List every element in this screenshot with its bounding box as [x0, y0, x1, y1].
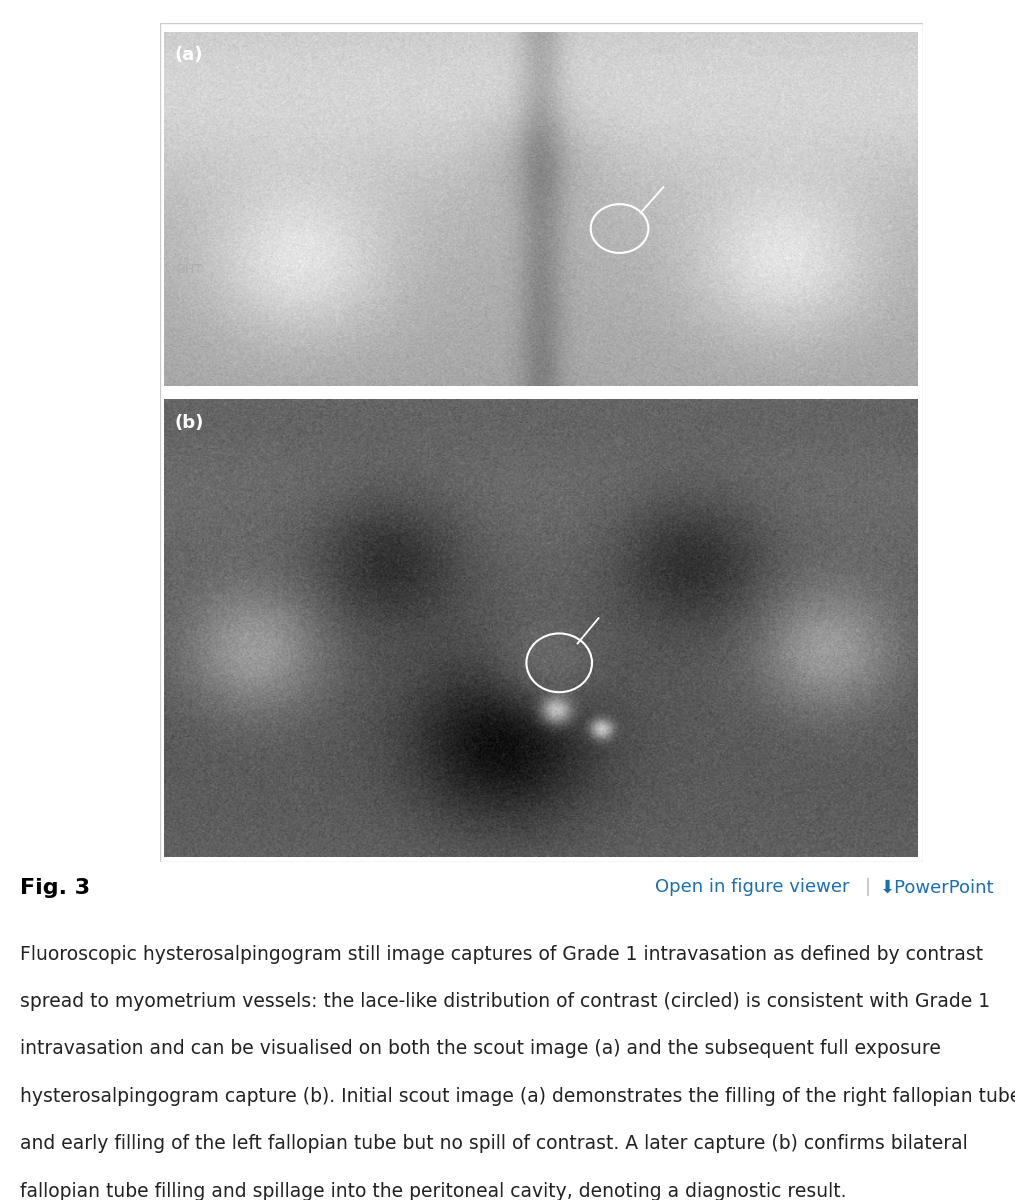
- Text: fallopian tube filling and spillage into the peritoneal cavity, denoting a diagn: fallopian tube filling and spillage into…: [20, 1182, 847, 1200]
- Text: Open in figure viewer: Open in figure viewer: [656, 878, 850, 896]
- Text: (b): (b): [175, 414, 204, 432]
- Text: Fluoroscopic hysterosalpingogram still image captures of Grade 1 intravasation a: Fluoroscopic hysterosalpingogram still i…: [20, 944, 984, 964]
- Text: and early filling of the left fallopian tube but no spill of contrast. A later c: and early filling of the left fallopian …: [20, 1134, 968, 1153]
- Text: intravasation and can be visualised on both the scout image (a) and the subseque: intravasation and can be visualised on b…: [20, 1039, 941, 1058]
- Text: hysterosalpingogram capture (b). Initial scout image (a) demonstrates the fillin: hysterosalpingogram capture (b). Initial…: [20, 1087, 1015, 1106]
- Text: |: |: [865, 878, 871, 896]
- Text: ⬇PowerPoint: ⬇PowerPoint: [880, 878, 995, 896]
- Text: Fig. 3: Fig. 3: [20, 878, 90, 898]
- Text: (a): (a): [175, 46, 203, 64]
- Text: GHT: GHT: [175, 263, 202, 276]
- Text: spread to myometrium vessels: the lace-like distribution of contrast (circled) i: spread to myometrium vessels: the lace-l…: [20, 992, 991, 1010]
